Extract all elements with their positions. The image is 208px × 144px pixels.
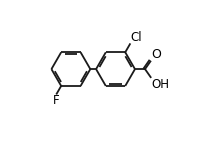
- Text: Cl: Cl: [130, 31, 142, 44]
- Text: F: F: [53, 94, 59, 107]
- Text: OH: OH: [151, 78, 169, 91]
- Text: O: O: [151, 48, 161, 61]
